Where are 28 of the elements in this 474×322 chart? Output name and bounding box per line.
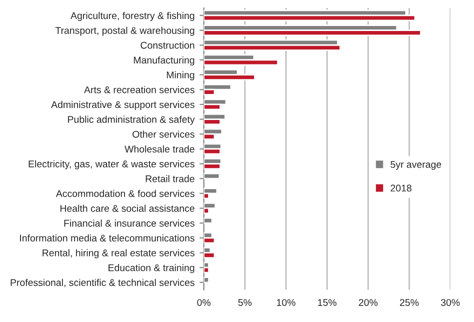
y-tick-label: Rental, hiring & real estate services [42, 249, 194, 258]
y-tick-label: Other services [132, 130, 194, 138]
y-tick-label: Electricity, gas, water & waste services [28, 160, 194, 170]
x-tick-label: 5% [238, 299, 252, 306]
y-tick-label: Manufacturing [134, 56, 194, 66]
y-tick-label: Information media & telecommunications [20, 234, 194, 242]
y-tick-label: Professional, scientific & technical services [10, 278, 194, 288]
x-tick-label: 0% [197, 299, 210, 306]
y-tick-label: Health care & social assistance [60, 204, 194, 212]
y-tick-label: Construction [140, 42, 194, 49]
y-tick-label: Transport, postal & warehousing [55, 26, 194, 36]
y-tick-label: Education & training [108, 264, 194, 274]
y-tick-label: Accommodation & food services [56, 190, 194, 198]
legend-label: 5yr average [390, 161, 442, 170]
y-tick-label: Administrative & support services [51, 100, 194, 110]
x-tick-label: 30% [440, 299, 460, 306]
y-tick-label: Wholesale trade [124, 145, 194, 153]
y-tick-label: Agriculture, forestry & fishing [70, 12, 194, 22]
x-tick-label: 10% [276, 299, 296, 306]
y-tick-label: Arts & recreation services [84, 86, 194, 94]
y-tick-label: Financial & insurance services [64, 220, 194, 227]
x-tick-label: 25% [400, 299, 419, 306]
y-tick-label: Mining [166, 71, 194, 80]
x-tick-label: 15% [318, 299, 336, 306]
legend-label: 2018 [390, 184, 412, 192]
x-tick-label: 20% [358, 299, 378, 306]
y-tick-label: Public administration & safety [68, 116, 195, 125]
y-tick-label: Retail trade [146, 175, 194, 182]
